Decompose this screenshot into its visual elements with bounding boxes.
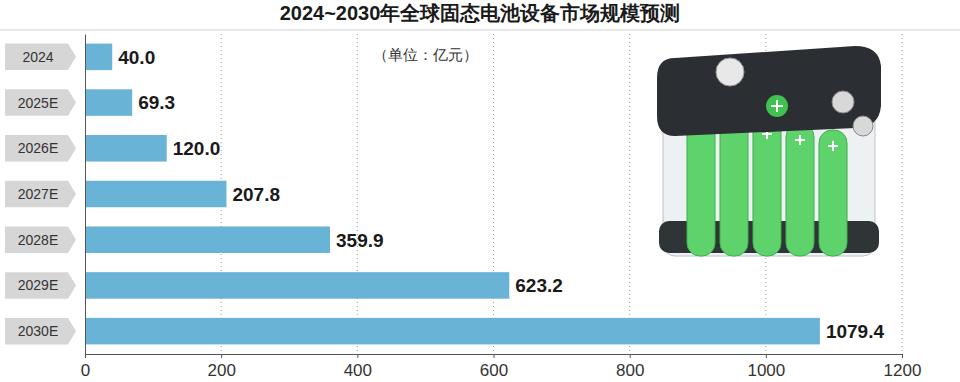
category-label: 2029E <box>18 277 58 293</box>
grid <box>221 34 902 354</box>
data-label: 40.0 <box>118 47 155 68</box>
x-tick-label: 600 <box>480 361 508 380</box>
title: 2024~2030年全球固态电池设备市场规模预测 <box>280 2 681 24</box>
category-label: 2024 <box>22 49 53 65</box>
battery-terminal <box>853 116 873 136</box>
x-tick-mark <box>902 354 903 358</box>
bar <box>85 44 112 71</box>
x-tick-label: 0 <box>81 361 90 380</box>
bar <box>85 226 330 253</box>
x-tick: 200 <box>207 354 235 380</box>
x-tick: 600 <box>480 354 508 380</box>
category-label: 2030E <box>18 323 58 339</box>
grid-line <box>902 34 903 354</box>
x-tick-mark <box>630 354 631 358</box>
x-tick: 1000 <box>747 354 785 380</box>
category-box <box>5 89 76 116</box>
category-box <box>5 135 76 162</box>
grid-line <box>629 34 630 354</box>
bar <box>85 272 509 299</box>
grid-line <box>357 34 358 354</box>
x-tick-mark <box>357 354 358 358</box>
bars <box>85 44 820 345</box>
category-box <box>5 272 76 299</box>
title-rule <box>0 30 960 31</box>
data-label: 359.9 <box>336 230 384 251</box>
bar <box>85 318 820 345</box>
x-tick-label: 1000 <box>747 361 785 380</box>
x-axis-line <box>86 355 903 359</box>
x-tick-mark <box>494 354 495 358</box>
x-tick-mark <box>766 354 767 358</box>
category-box <box>5 318 76 345</box>
x-tick-label: 1200 <box>884 361 922 380</box>
battery-knob <box>716 58 744 86</box>
battery-plus <box>795 135 805 145</box>
data-label: 623.2 <box>515 275 563 296</box>
data-label: 120.0 <box>173 138 221 159</box>
battery-plus <box>828 141 838 151</box>
battery-cell <box>786 124 814 256</box>
data-label: 69.3 <box>138 92 175 113</box>
battery-illustration <box>657 46 881 256</box>
y-axis-line <box>85 35 86 355</box>
battery-badge <box>766 95 788 117</box>
x-tick: 1200 <box>884 354 922 380</box>
battery-cell <box>819 130 847 256</box>
bar <box>85 181 226 208</box>
x-tick-label: 200 <box>207 361 235 380</box>
data-label: 207.8 <box>232 184 280 205</box>
x-tick-mark <box>85 354 86 358</box>
battery-terminal <box>832 91 854 113</box>
x-tick-mark <box>221 354 222 358</box>
x-axis: 0 200 400 600 800 1000 1200 <box>81 354 922 380</box>
x-tick: 400 <box>344 354 372 380</box>
x-tick-label: 800 <box>616 361 644 380</box>
category-label: 2028E <box>18 232 58 248</box>
category-labels: 2024 2025E 2026E 2027E 2028E 2029E 2030E <box>5 44 76 345</box>
bar <box>85 135 167 162</box>
category-label: 2027E <box>18 186 58 202</box>
battery-top <box>657 46 881 136</box>
category-box <box>5 44 76 71</box>
x-tick-label: 400 <box>344 361 372 380</box>
bar <box>85 89 132 116</box>
data-labels: 40.0 69.3 120.0 207.8 359.9 623.2 1079.4 <box>118 47 884 342</box>
category-label: 2025E <box>18 95 58 111</box>
category-box <box>5 226 76 253</box>
category-label: 2026E <box>18 140 58 156</box>
x-tick: 800 <box>616 354 644 380</box>
y-axis <box>85 35 86 355</box>
category-box <box>5 181 76 208</box>
battery-cell <box>753 118 781 256</box>
subtitle: （单位：亿元） <box>373 46 478 63</box>
grid-line <box>493 34 494 354</box>
battery-badge-plus <box>771 100 783 112</box>
x-tick: 0 <box>81 354 90 380</box>
chart: 2024~2030年全球固态电池设备市场规模预测 （单位：亿元） 40.0 69.3 1… <box>0 0 960 382</box>
data-label: 1079.4 <box>826 321 885 342</box>
